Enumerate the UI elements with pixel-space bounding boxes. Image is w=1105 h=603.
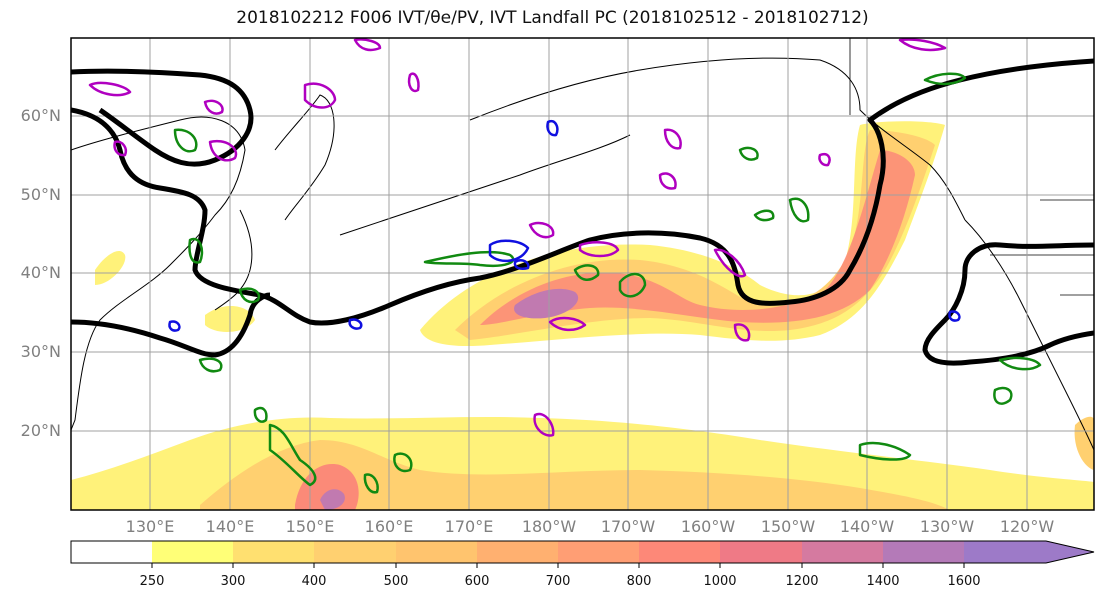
lon-label-160w: 160°W xyxy=(680,517,736,536)
theta-e-north xyxy=(71,68,254,167)
colorbar-bin-1 xyxy=(152,541,233,563)
colorbar-bin-9 xyxy=(802,541,883,563)
lon-label-170e: 170°E xyxy=(444,517,494,536)
lon-label-130w: 130°W xyxy=(919,517,975,536)
theta-e-south xyxy=(71,292,271,358)
colorbar-bin-4 xyxy=(396,541,477,563)
colorbar-label-300: 300 xyxy=(220,574,246,589)
map-frame xyxy=(70,37,1095,511)
theta-e-main xyxy=(71,58,1094,326)
pv-green-contours xyxy=(173,72,1042,494)
lat-label-40n: 40°N xyxy=(20,263,61,282)
lat-label-20n: 20°N xyxy=(20,421,61,440)
ivt-nw-patch xyxy=(95,250,126,285)
colorbar-bin-11 xyxy=(964,541,1046,563)
colorbar-bin-6 xyxy=(558,541,639,563)
colorbar-bin-0 xyxy=(71,541,152,563)
theta-e-east xyxy=(922,242,1094,366)
colorbar-bin-7 xyxy=(639,541,720,563)
theta-e-contours xyxy=(71,58,1094,366)
colorbar-bin-10 xyxy=(883,541,964,563)
colorbar xyxy=(70,540,1095,568)
lat-label-60n: 60°N xyxy=(20,106,61,125)
ivt-tropical-mid xyxy=(200,440,950,510)
lon-label-140w: 140°W xyxy=(839,517,895,536)
colorbar-label-600: 600 xyxy=(464,574,490,589)
lon-label-160e: 160°E xyxy=(364,517,414,536)
colorbar-outline xyxy=(70,540,1095,564)
ivt-shading xyxy=(71,121,1094,510)
ivt-ar-high xyxy=(480,150,915,325)
ivt-ar-core xyxy=(514,288,579,319)
lon-label-150e: 150°E xyxy=(285,517,335,536)
ivt-typhoon-core xyxy=(320,489,345,510)
colorbar-label-800: 800 xyxy=(626,574,652,589)
pv-blue-contours xyxy=(168,119,961,332)
colorbar-label-1400: 1400 xyxy=(866,574,900,589)
japan xyxy=(214,209,253,311)
colorbar-bin-3 xyxy=(314,541,396,563)
kamchatka xyxy=(274,94,335,221)
lon-label-120w: 120°W xyxy=(999,517,1055,536)
colorbar-label-700: 700 xyxy=(545,574,571,589)
lon-label-180w: 180°W xyxy=(521,517,577,536)
aleutians xyxy=(339,134,631,236)
colorbar-bin-5 xyxy=(477,541,558,563)
lon-label-170w: 170°W xyxy=(600,517,656,536)
lat-label-50n: 50°N xyxy=(20,185,61,204)
ivt-east-patch xyxy=(1074,416,1094,470)
colorbar-label-1200: 1200 xyxy=(785,574,819,589)
colorbar-bin-8 xyxy=(720,541,802,563)
gridlines xyxy=(71,38,1094,510)
colorbar-label-400: 400 xyxy=(301,574,327,589)
colorbar-extend-arrow xyxy=(1046,541,1094,563)
figure-title: 2018102212 F006 IVT/θe/PV, IVT Landfall … xyxy=(236,8,869,28)
colorbar-label-500: 500 xyxy=(383,574,409,589)
colorbar-label-250: 250 xyxy=(139,574,165,589)
alaska-coast xyxy=(469,57,966,221)
na-west-coast xyxy=(964,219,1094,451)
colorbar-label-1600: 1600 xyxy=(947,574,981,589)
colorbar-bin-2 xyxy=(233,541,314,563)
lat-label-30n: 30°N xyxy=(20,342,61,361)
pv-magenta-contours xyxy=(88,38,947,437)
lon-label-150w: 150°W xyxy=(760,517,816,536)
lon-label-130e: 130°E xyxy=(125,517,175,536)
colorbar-label-1000: 1000 xyxy=(703,574,737,589)
lon-label-140e: 140°E xyxy=(205,517,255,536)
borders xyxy=(849,38,1094,296)
